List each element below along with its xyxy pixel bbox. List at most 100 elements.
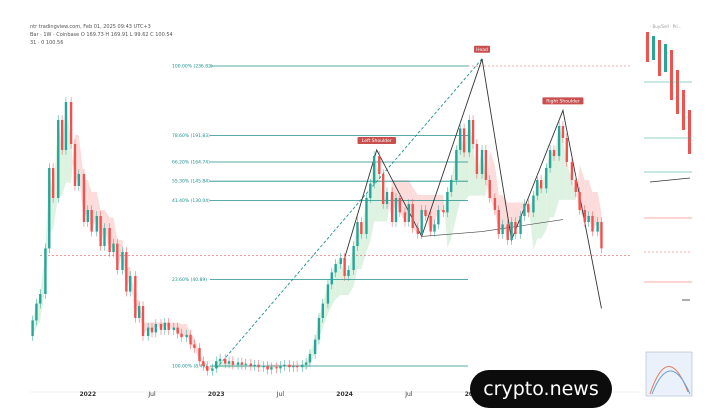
candle-body: [262, 366, 265, 368]
fib-level-label: 41.40% (130.04): [172, 198, 210, 204]
candle-body: [125, 252, 128, 292]
side-mini-chart: [644, 32, 693, 397]
head-shoulders-line: [344, 58, 602, 309]
candle-body: [279, 366, 282, 369]
candle-body: [360, 222, 363, 234]
candle-body: [112, 243, 115, 252]
candle-body: [48, 168, 51, 249]
candle-body: [565, 138, 568, 162]
cloud-segment: [271, 364, 277, 369]
neckline: [421, 219, 563, 237]
candle-body: [60, 120, 64, 150]
candle-body: [90, 210, 93, 232]
cloud-segment: [143, 322, 149, 336]
symbol-header: ntr tradingview.com, Feb 01, 2025 09:43 …: [30, 24, 151, 30]
trend-dashed-line: [215, 58, 483, 369]
candle-body: [416, 228, 420, 234]
candle-body: [185, 334, 188, 338]
cloud-segment: [579, 165, 585, 222]
candle-body: [398, 198, 402, 213]
candle-body: [510, 222, 513, 240]
candle-body: [69, 102, 73, 144]
candle-body: [308, 354, 312, 363]
candle-body: [257, 364, 260, 368]
candle-body: [471, 120, 475, 144]
fib-level-label: 66.20% (164.74): [172, 160, 210, 166]
candle-body: [218, 358, 222, 362]
watermark-logo: crypto.news: [470, 370, 612, 408]
candle-body: [433, 224, 436, 232]
candle-body: [424, 210, 427, 216]
candle-body: [548, 150, 552, 168]
candle-body: [99, 216, 102, 246]
x-axis-tick-label: 2023: [208, 391, 225, 398]
candle-body: [137, 306, 141, 318]
candle-body: [103, 228, 106, 246]
candle-body: [154, 324, 158, 333]
candle-body: [249, 363, 253, 366]
candle-body: [596, 222, 599, 232]
cloud-segment: [553, 126, 560, 218]
candle-body: [51, 168, 55, 198]
cloud-segment: [361, 198, 367, 270]
candle-body: [339, 258, 342, 264]
pattern-label-text: Head: [476, 47, 488, 53]
pattern-label-text: Left Shoulder: [362, 138, 392, 144]
cloud-segment: [207, 366, 213, 371]
candle-body: [35, 303, 38, 321]
cloud-segment: [344, 270, 349, 295]
candle-body: [532, 195, 535, 213]
cloud-segment: [387, 180, 393, 222]
cloud-segment: [417, 195, 422, 234]
candle-body: [446, 192, 449, 213]
price-chart[interactable]: 100.00% (236.82) 78.60% (191.83) 66.20% (1…: [0, 0, 640, 404]
cloud-segment: [566, 162, 572, 200]
fibonacci-levels: 100.00% (236.82) 78.60% (191.83) 66.20% (1…: [40, 64, 630, 370]
candle-body: [150, 327, 154, 333]
candle-body: [378, 156, 381, 174]
cloud-segment: [562, 138, 567, 200]
candle-body: [574, 180, 577, 192]
candle-body: [381, 174, 385, 204]
side-panel[interactable]: · Buy/Sell · Pri...: [640, 24, 720, 404]
candle-body: [202, 361, 205, 366]
candle-body: [403, 212, 407, 222]
candle-body: [57, 120, 60, 198]
candle-body: [73, 144, 77, 186]
side-panel-label: · Buy/Sell · Pri...: [650, 24, 682, 29]
candle-body: [561, 126, 565, 138]
candle-body: [450, 180, 453, 192]
cloud-segment: [91, 192, 97, 232]
candle-body: [275, 367, 278, 369]
candle-body: [407, 204, 411, 222]
candle-body: [211, 368, 214, 371]
cloud-segment: [379, 174, 384, 222]
cloud-segment: [155, 322, 161, 330]
candle-body: [545, 168, 548, 189]
candle-body: [172, 327, 176, 330]
cloud-segment: [438, 195, 444, 213]
candle-body: [44, 248, 47, 294]
candle-body: [176, 327, 179, 334]
pattern-label-box: [474, 45, 491, 53]
candle-body: [475, 144, 479, 174]
x-axis-tick-label: Jul: [404, 391, 413, 398]
candle-body: [420, 210, 423, 234]
x-axis-tick-label: 2022: [79, 391, 96, 398]
candle-body: [352, 246, 355, 270]
pattern-lines: [215, 58, 602, 369]
candles: [31, 97, 603, 376]
candle-body: [82, 174, 86, 222]
candle-body: [369, 183, 372, 198]
cloud-segment: [53, 120, 59, 231]
candle-body: [334, 264, 337, 273]
cloud-segment: [425, 195, 431, 232]
candle-body: [77, 174, 80, 186]
candle-body: [385, 192, 389, 204]
candle-body: [488, 180, 491, 198]
candle-body: [536, 180, 539, 196]
candle-body: [95, 216, 98, 232]
candle-body: [519, 216, 522, 234]
candle-body: [64, 102, 68, 150]
cloud-segment: [245, 363, 251, 368]
